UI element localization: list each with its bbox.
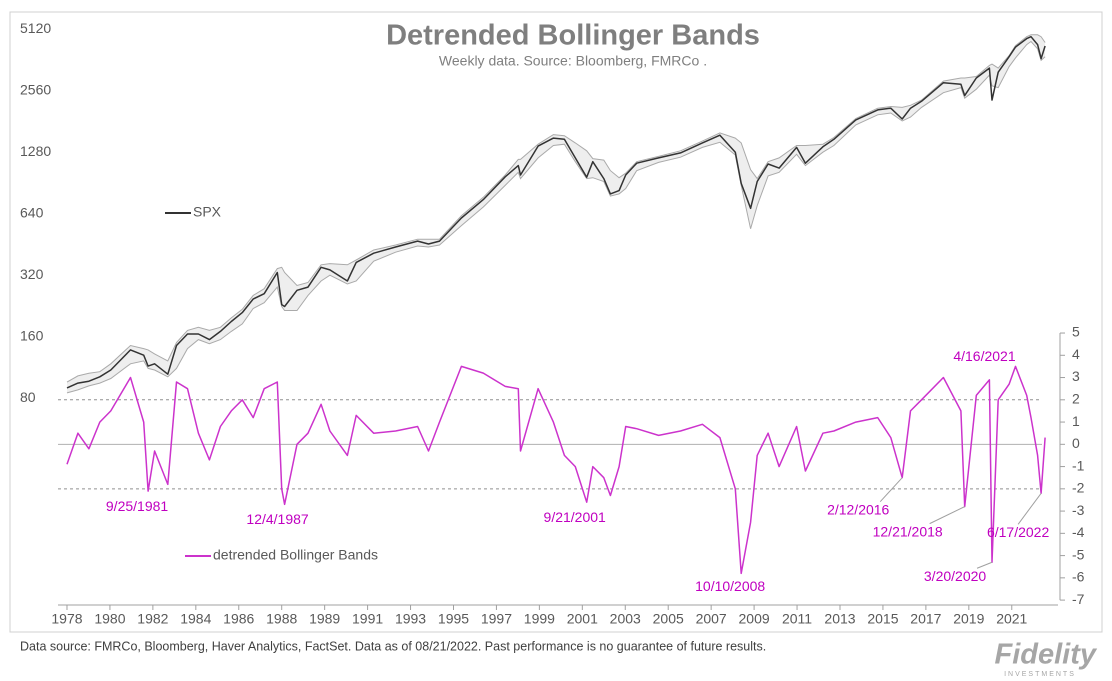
legend-label: detrended Bollinger Bands: [213, 547, 378, 563]
legend-label: SPX: [193, 204, 222, 220]
band-upper: [66, 34, 1046, 383]
y2-tick-label: -1: [1072, 457, 1085, 473]
x-tick-label: 1988: [266, 611, 297, 627]
y-tick-label: 320: [20, 266, 44, 282]
chart-subtitle: Weekly data. Source: Bloomberg, FMRCo .: [439, 53, 707, 69]
x-tick-label: 1999: [524, 611, 555, 627]
chart-title: Detrended Bollinger Bands: [386, 20, 760, 52]
annotation: 12/21/2018: [873, 523, 943, 539]
y2-tick-label: -6: [1072, 569, 1085, 585]
chart-frame: [9, 11, 1103, 633]
y-tick-label: 1280: [20, 143, 51, 159]
x-tick-label: 2009: [739, 611, 770, 627]
logo: Fidelity: [994, 639, 1097, 671]
y2-tick-label: -3: [1072, 502, 1085, 518]
band-lower: [66, 40, 1046, 394]
annotation: 4/16/2021: [953, 348, 1015, 364]
x-tick-label: 1993: [395, 611, 426, 627]
annotation: 9/21/2001: [544, 509, 606, 525]
y2-tick-label: -4: [1072, 524, 1085, 540]
x-tick-label: 1995: [438, 611, 469, 627]
y-tick-label: 80: [20, 389, 36, 405]
x-tick-label: 1984: [180, 611, 211, 627]
x-tick-label: 2005: [653, 611, 684, 627]
x-tick-label: 2021: [996, 611, 1027, 627]
x-tick-label: 1989: [309, 611, 340, 627]
x-tick-label: 2003: [610, 611, 641, 627]
y2-tick-label: 1: [1072, 413, 1080, 429]
y2-tick-label: -5: [1072, 546, 1085, 562]
annotation-leader: [976, 561, 993, 569]
annotation: 3/20/2020: [924, 568, 986, 584]
annotation-leader: [1017, 492, 1042, 525]
x-tick-label: 2015: [867, 611, 898, 627]
x-tick-label: 2011: [782, 611, 812, 627]
x-tick-label: 1986: [223, 611, 254, 627]
x-tick-label: 1978: [51, 611, 82, 627]
footer-note: Data source: FMRCo, Bloomberg, Haver Ana…: [20, 639, 766, 653]
y-tick-label: 2560: [20, 81, 51, 97]
logo-sub: INVESTMENTS: [1004, 671, 1076, 678]
x-tick-label: 2013: [824, 611, 855, 627]
x-tick-label: 2001: [567, 611, 598, 627]
x-tick-label: 2007: [696, 611, 727, 627]
y2-tick-label: -7: [1072, 591, 1085, 607]
x-tick-label: 1980: [94, 611, 125, 627]
annotation-leader: [879, 477, 903, 503]
x-tick-label: 1991: [352, 611, 383, 627]
annotation: 2/12/2016: [827, 501, 889, 517]
y-tick-label: 5120: [20, 20, 51, 36]
annotation-leader: [929, 506, 965, 525]
y2-tick-label: 0: [1072, 435, 1080, 451]
y2-tick-label: 5: [1072, 324, 1080, 340]
y2-tick-label: 2: [1072, 391, 1080, 407]
y2-tick-label: -2: [1072, 480, 1085, 496]
y2-tick-label: 4: [1072, 346, 1080, 362]
x-tick-label: 2017: [910, 611, 941, 627]
x-tick-label: 1997: [481, 611, 512, 627]
x-tick-label: 1982: [137, 611, 168, 627]
y-tick-label: 640: [20, 204, 44, 220]
annotation: 12/4/1987: [246, 511, 308, 527]
annotation: 10/10/2008: [695, 578, 765, 594]
annotation: 9/25/1981: [106, 498, 168, 514]
x-tick-label: 2019: [953, 611, 984, 627]
series-line: [66, 35, 1046, 389]
y-tick-label: 160: [20, 327, 44, 343]
annotation: 6/17/2022: [987, 524, 1049, 540]
y2-tick-label: 3: [1072, 368, 1080, 384]
series-line: [66, 365, 1046, 575]
